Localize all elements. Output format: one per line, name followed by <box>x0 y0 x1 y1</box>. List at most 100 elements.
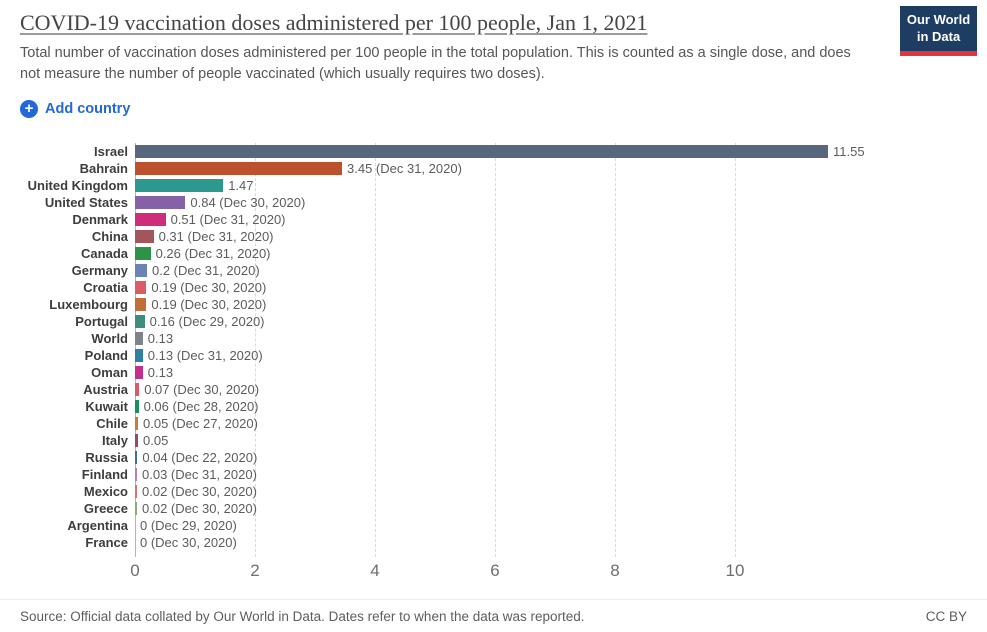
owid-logo-line2: in Data <box>916 28 961 44</box>
bar-zone: 0.13 <box>135 331 987 347</box>
chart-title[interactable]: COVID-19 vaccination doses administered … <box>20 10 648 35</box>
country-label[interactable]: Germany <box>71 263 128 279</box>
value-label: 0.19 (Dec 30, 2020) <box>151 297 267 313</box>
chart-row: Germany 0.2 (Dec 31, 2020) <box>0 262 987 279</box>
chart-row: Chile 0.05 (Dec 27, 2020) <box>0 415 987 432</box>
bar[interactable] <box>135 298 147 312</box>
chart-row: Mexico 0.02 (Dec 30, 2020) <box>0 483 987 500</box>
bar[interactable] <box>135 281 147 295</box>
x-axis: 0 2 4 6 8 10 <box>0 555 987 583</box>
chart-row: Bahrain 3.45 (Dec 31, 2020) <box>0 160 987 177</box>
value-label: 1.47 <box>228 178 254 194</box>
chart-row: Kuwait 0.06 (Dec 28, 2020) <box>0 398 987 415</box>
x-axis-tick-label: 2 <box>250 561 260 581</box>
chart-rows: Israel 11.55 Bahrain 3.45 (Dec 31, 2020) Uni… <box>0 143 987 551</box>
bar[interactable] <box>135 145 828 159</box>
country-label[interactable]: Argentina <box>67 518 128 534</box>
bar[interactable] <box>135 451 138 465</box>
chart-row: Croatia 0.19 (Dec 30, 2020) <box>0 279 987 296</box>
chart-row: Oman 0.13 <box>0 364 987 381</box>
add-country-button[interactable]: + Add country <box>20 100 130 119</box>
bar[interactable] <box>135 247 151 261</box>
owid-logo-text: Our World in Data <box>900 6 977 51</box>
bar[interactable] <box>135 196 186 210</box>
value-label: 0.84 (Dec 30, 2020) <box>190 195 306 211</box>
bar-zone: 0.05 <box>135 433 987 448</box>
bar-zone: 0.16 (Dec 29, 2020) <box>135 314 987 330</box>
chart-row: Argentina 0 (Dec 29, 2020) <box>0 517 987 534</box>
value-label: 0.51 (Dec 31, 2020) <box>170 212 286 228</box>
owid-logo-accent-bar <box>900 51 977 56</box>
bar[interactable] <box>135 349 143 363</box>
country-label[interactable]: Finland <box>81 467 128 483</box>
country-label[interactable]: World <box>91 331 128 347</box>
bar[interactable] <box>135 315 145 329</box>
country-label[interactable]: Croatia <box>83 280 128 296</box>
bar[interactable] <box>135 417 138 431</box>
x-axis-tick-label: 0 <box>130 561 140 581</box>
bar-zone: 0.02 (Dec 30, 2020) <box>135 501 987 517</box>
country-label[interactable]: Poland <box>84 348 128 364</box>
chart-row: Israel 11.55 <box>0 143 987 160</box>
bar-zone: 0 (Dec 30, 2020) <box>135 535 987 550</box>
bar-zone: 0 (Dec 29, 2020) <box>135 518 987 534</box>
source-note: Source: Official data collated by Our Wo… <box>20 609 585 624</box>
chart-row: United States 0.84 (Dec 30, 2020) <box>0 194 987 211</box>
bar-zone: 0.07 (Dec 30, 2020) <box>135 382 987 397</box>
x-axis-tick-label: 4 <box>370 561 380 581</box>
value-label: 0.13 <box>147 331 174 347</box>
value-label: 0.04 (Dec 22, 2020) <box>142 450 258 466</box>
country-label[interactable]: Luxembourg <box>49 297 128 313</box>
value-label: 0.26 (Dec 31, 2020) <box>155 246 271 262</box>
country-label[interactable]: Israel <box>94 144 128 160</box>
bar[interactable] <box>135 332 143 346</box>
chart-row: World 0.13 <box>0 330 987 347</box>
bar[interactable] <box>135 468 137 482</box>
bar[interactable] <box>135 485 137 499</box>
country-label[interactable]: Austria <box>83 382 128 398</box>
bar[interactable] <box>135 366 143 380</box>
bar[interactable] <box>135 434 138 448</box>
chart-row: Austria 0.07 (Dec 30, 2020) <box>0 381 987 398</box>
bar[interactable] <box>135 179 224 193</box>
country-label[interactable]: Greece <box>83 501 128 517</box>
country-label[interactable]: Denmark <box>72 212 128 228</box>
country-label[interactable]: Italy <box>101 433 128 449</box>
country-label[interactable]: Oman <box>91 365 128 381</box>
bar[interactable] <box>135 502 137 516</box>
country-label[interactable]: Russia <box>85 450 128 466</box>
country-label[interactable]: United Kingdom <box>27 178 128 194</box>
country-label[interactable]: Chile <box>96 416 128 432</box>
country-label[interactable]: Canada <box>81 246 128 262</box>
bar-zone: 0.13 <box>135 365 987 380</box>
license-link[interactable]: CC BY <box>925 609 967 624</box>
value-label: 0.02 (Dec 30, 2020) <box>142 501 257 517</box>
country-label[interactable]: China <box>91 229 128 245</box>
bar[interactable] <box>135 230 154 244</box>
value-label: 0.16 (Dec 29, 2020) <box>149 314 265 330</box>
chart-row: Finland 0.03 (Dec 31, 2020) <box>0 466 987 483</box>
chart-row: Luxembourg 0.19 (Dec 30, 2020) <box>0 296 987 313</box>
bar[interactable] <box>135 400 139 414</box>
country-label[interactable]: Kuwait <box>85 399 128 415</box>
bar-zone: 0.2 (Dec 31, 2020) <box>135 263 987 278</box>
bar-zone: 0.51 (Dec 31, 2020) <box>135 212 987 228</box>
country-label[interactable]: Mexico <box>83 484 128 500</box>
chart-row: France 0 (Dec 30, 2020) <box>0 534 987 551</box>
value-label: 0.02 (Dec 30, 2020) <box>142 484 257 500</box>
bar[interactable] <box>135 213 166 227</box>
country-label[interactable]: Bahrain <box>79 161 128 177</box>
value-label: 0.19 (Dec 30, 2020) <box>151 280 267 296</box>
chart-row: Portugal 0.16 (Dec 29, 2020) <box>0 313 987 330</box>
bar[interactable] <box>135 162 342 176</box>
country-label[interactable]: France <box>85 535 128 551</box>
country-label[interactable]: Portugal <box>75 314 128 330</box>
bar-zone: 0.02 (Dec 30, 2020) <box>135 484 987 500</box>
owid-logo[interactable]: Our World in Data <box>900 6 977 56</box>
value-label: 0 (Dec 29, 2020) <box>140 518 237 534</box>
country-label[interactable]: United States <box>44 195 128 211</box>
bar[interactable] <box>135 264 147 278</box>
bar[interactable] <box>135 383 140 397</box>
plus-icon: + <box>20 100 38 119</box>
